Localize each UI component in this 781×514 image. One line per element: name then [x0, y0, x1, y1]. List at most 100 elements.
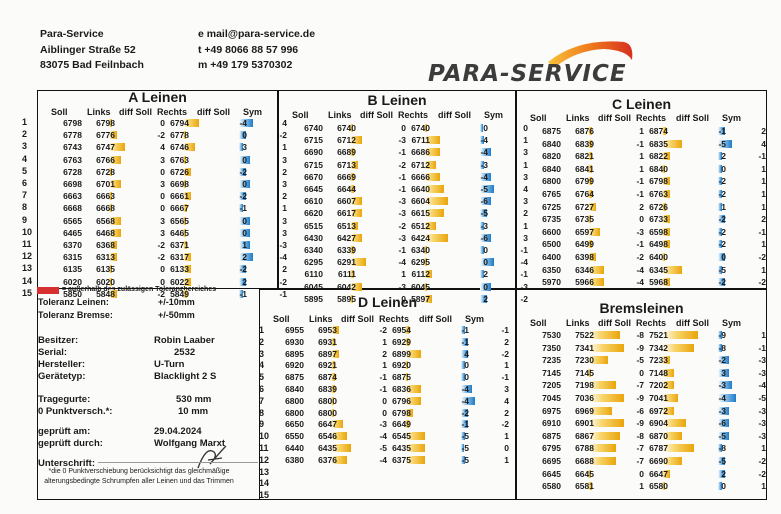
cell-diff-links: 2 [639, 201, 644, 212]
row-number: 9 [22, 214, 28, 225]
sym-bar [239, 289, 243, 298]
row-number: 8 [259, 407, 265, 418]
diff-bar [588, 190, 592, 198]
cell-soll: 6725 [542, 201, 561, 212]
diff-bar [183, 180, 186, 188]
panel-b-leinen [278, 90, 516, 289]
cell-rechts: 5849 [170, 288, 189, 299]
cell-diff-links: 1 [639, 163, 644, 174]
diff-bar [405, 444, 425, 452]
cell-links: 6798 [96, 118, 115, 128]
cell-diff-links: 0 [401, 293, 406, 304]
cell-soll: 6740 [304, 123, 323, 133]
diff-bar [183, 131, 186, 140]
sym-bar [239, 180, 250, 188]
diff-bar [588, 381, 616, 390]
cell-sym: 1 [761, 163, 766, 174]
cell-diff-rechts: 1 [242, 240, 247, 250]
sym-bar [239, 241, 250, 249]
cell-diff-rechts: -3 [718, 405, 726, 416]
cell-soll: 6795 [542, 443, 561, 454]
cell-soll: 6728 [63, 166, 82, 177]
cell-rechts: 6295 [411, 257, 430, 268]
row-number: 8 [22, 202, 28, 213]
cell-sym: -3 [758, 405, 766, 416]
cell-sym: -1 [279, 288, 287, 299]
sym-bar [461, 432, 465, 441]
cell-links: 6644 [337, 184, 356, 194]
sym-bar [718, 227, 722, 236]
cell-diff-rechts: -2 [718, 239, 726, 250]
row-number: 10 [22, 226, 33, 237]
cell-diff-rechts: 0 [721, 481, 726, 492]
diff-bar [424, 209, 444, 218]
sym-bar [239, 155, 250, 164]
column-header-links: Links [566, 318, 590, 328]
cell-rechts: 6796 [392, 395, 411, 406]
diff-bar [662, 127, 666, 135]
cell-diff-links: 0 [160, 276, 165, 287]
cell-diff-rechts: -5 [718, 430, 726, 441]
cell-sym: 1 [282, 142, 287, 153]
cell-sym: 1 [761, 264, 766, 275]
sym-bar [718, 139, 732, 148]
cell-sym: 0 [504, 443, 509, 453]
diff-bar [662, 457, 682, 465]
cell-links: 6398 [575, 252, 594, 262]
cell-soll: 6840 [542, 138, 561, 149]
cell-diff-links: 0 [160, 264, 165, 275]
diff-bar [109, 143, 125, 152]
cell-sym: 2 [761, 214, 766, 225]
cell-diff-rechts: -2 [718, 214, 726, 225]
cell-sym: 3 [523, 147, 528, 158]
cell-diff-rechts: 2 [242, 252, 247, 263]
sym-bar [461, 420, 468, 429]
cell-soll: 6840 [542, 163, 561, 174]
tolerance-legend-swatch [37, 287, 59, 294]
diff-bar [662, 215, 670, 224]
sym-bar [480, 294, 487, 303]
row-number: 15 [259, 490, 270, 501]
diff-bar [350, 233, 362, 242]
diff-bar [424, 282, 427, 291]
signature-line [98, 462, 258, 463]
column-header-sym: Sym [465, 314, 485, 324]
diff-bar [109, 289, 117, 298]
row-number: 7 [259, 395, 265, 406]
diff-bar [662, 356, 670, 365]
sym-bar [480, 282, 491, 291]
cell-sym: -1 [758, 226, 766, 237]
cell-diff-links: -1 [636, 189, 644, 199]
diff-bar [588, 368, 591, 377]
sym-bar [239, 167, 246, 176]
cell-links: 6740 [337, 123, 356, 133]
cell-links: 6821 [575, 151, 594, 162]
cell-soll: 5895 [304, 293, 323, 304]
diff-bar [109, 131, 117, 140]
cell-links: 6867 [575, 430, 594, 441]
cell-soll: 6695 [542, 456, 561, 466]
cell-rechts: 6794 [170, 118, 189, 128]
cell-diff-links: -1 [379, 372, 387, 383]
diff-bar [588, 265, 604, 274]
cell-diff-rechts: -3 [480, 220, 488, 231]
tolerance-leinen-value: +/-10mm [158, 297, 195, 307]
cell-rechts: 6899 [392, 348, 411, 359]
cell-sym: 3 [282, 154, 287, 165]
cell-diff-links: 1 [401, 269, 406, 280]
cell-diff-rechts: -3 [480, 159, 488, 170]
diff-bar [350, 294, 353, 303]
cell-soll: 6580 [542, 481, 561, 492]
cell-rechts: 6565 [170, 215, 189, 226]
diff-bar [331, 349, 339, 358]
cell-sym: -3 [758, 367, 766, 378]
cell-diff-rechts: -2 [461, 407, 469, 418]
cell-diff-links: 3 [160, 215, 165, 226]
cell-diff-links: -7 [636, 380, 644, 391]
cell-diff-links: -3 [398, 281, 406, 292]
cell-links: 6876 [575, 126, 594, 136]
cell-diff-rechts: -1 [461, 325, 469, 335]
row-number: 3 [259, 348, 265, 359]
cell-diff-links: -1 [398, 184, 406, 194]
cell-links: 6427 [337, 232, 356, 243]
